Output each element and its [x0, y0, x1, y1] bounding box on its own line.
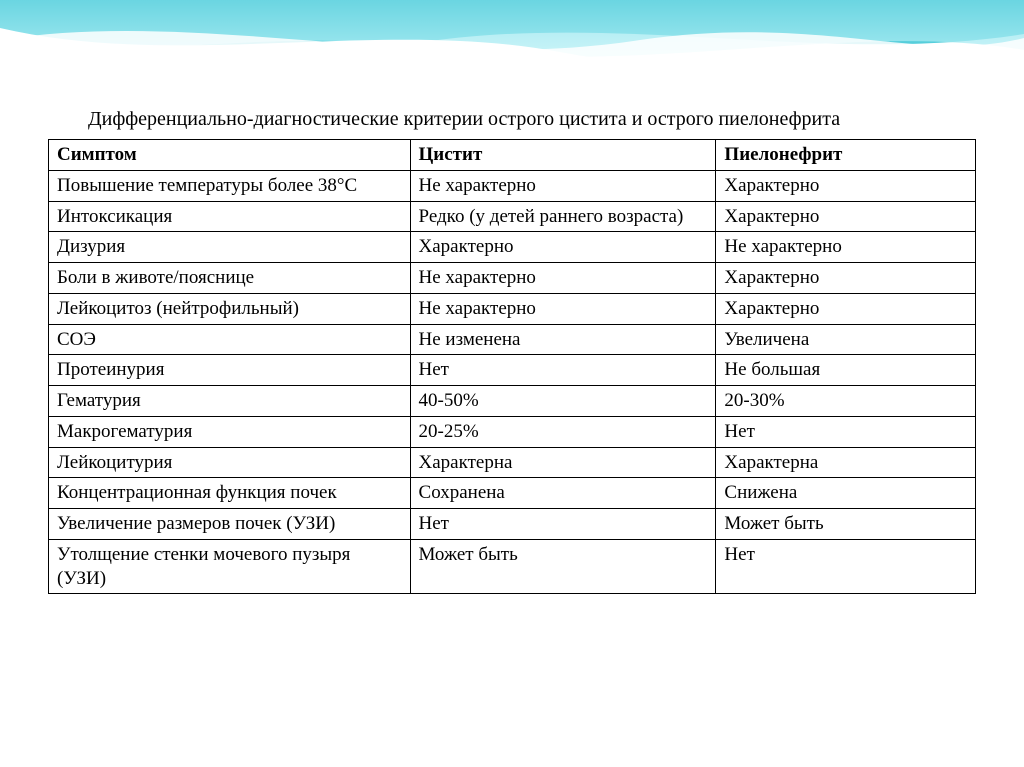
cell-pyelonephritis: Может быть: [716, 509, 976, 540]
slide: Дифференциально-диагностические критерии…: [0, 0, 1024, 767]
cell-symptom: Утолщение стенки мочевого пузыря (УЗИ): [49, 539, 411, 594]
col-header-symptom: Симптом: [49, 140, 411, 171]
table-row: Увеличение размеров почек (УЗИ) Нет Може…: [49, 509, 976, 540]
table-row: Гематурия 40-50% 20-30%: [49, 386, 976, 417]
cell-pyelonephritis: Увеличена: [716, 324, 976, 355]
cell-cystitis: Может быть: [410, 539, 716, 594]
cell-cystitis: Характерна: [410, 447, 716, 478]
cell-pyelonephritis: Характерна: [716, 447, 976, 478]
diagnostic-table: Симптом Цистит Пиелонефрит Повышение тем…: [48, 139, 976, 594]
table-row: Боли в животе/пояснице Не характерно Хар…: [49, 263, 976, 294]
table-row: Лейкоцитурия Характерна Характерна: [49, 447, 976, 478]
cell-cystitis: 20-25%: [410, 416, 716, 447]
content-area: Дифференциально-диагностические критерии…: [0, 90, 1024, 594]
cell-pyelonephritis: Характерно: [716, 263, 976, 294]
col-header-pyelonephritis: Пиелонефрит: [716, 140, 976, 171]
cell-symptom: Повышение температуры более 38°С: [49, 170, 411, 201]
table-row: Интоксикация Редко (у детей раннего возр…: [49, 201, 976, 232]
cell-symptom: Протеинурия: [49, 355, 411, 386]
table-row: Концентрационная функция почек Сохранена…: [49, 478, 976, 509]
cell-pyelonephritis: Снижена: [716, 478, 976, 509]
cell-symptom: Интоксикация: [49, 201, 411, 232]
table-row: СОЭ Не изменена Увеличена: [49, 324, 976, 355]
decorative-wave: [0, 0, 1024, 90]
cell-pyelonephritis: Нет: [716, 416, 976, 447]
cell-cystitis: Нет: [410, 355, 716, 386]
cell-symptom: Боли в животе/пояснице: [49, 263, 411, 294]
cell-symptom: Увеличение размеров почек (УЗИ): [49, 509, 411, 540]
table-row: Макрогематурия 20-25% Нет: [49, 416, 976, 447]
cell-symptom: Гематурия: [49, 386, 411, 417]
table-row: Лейкоцитоз (нейтрофильный) Не характерно…: [49, 293, 976, 324]
cell-pyelonephritis: Характерно: [716, 201, 976, 232]
table-row: Дизурия Характерно Не характерно: [49, 232, 976, 263]
cell-cystitis: Характерно: [410, 232, 716, 263]
slide-title: Дифференциально-диагностические критерии…: [48, 108, 976, 131]
cell-cystitis: Не изменена: [410, 324, 716, 355]
cell-pyelonephritis: Характерно: [716, 170, 976, 201]
cell-cystitis: Не характерно: [410, 263, 716, 294]
cell-symptom: Концентрационная функция почек: [49, 478, 411, 509]
cell-cystitis: Не характерно: [410, 293, 716, 324]
table-row: Протеинурия Нет Не большая: [49, 355, 976, 386]
cell-pyelonephritis: Не характерно: [716, 232, 976, 263]
table-body: Повышение температуры более 38°С Не хара…: [49, 170, 976, 594]
col-header-cystitis: Цистит: [410, 140, 716, 171]
cell-cystitis: 40-50%: [410, 386, 716, 417]
cell-symptom: Макрогематурия: [49, 416, 411, 447]
cell-symptom: Лейкоцитурия: [49, 447, 411, 478]
cell-symptom: Лейкоцитоз (нейтрофильный): [49, 293, 411, 324]
cell-pyelonephritis: 20-30%: [716, 386, 976, 417]
cell-cystitis: Редко (у детей раннего возраста): [410, 201, 716, 232]
cell-symptom: СОЭ: [49, 324, 411, 355]
cell-cystitis: Сохранена: [410, 478, 716, 509]
cell-cystitis: Нет: [410, 509, 716, 540]
cell-cystitis: Не характерно: [410, 170, 716, 201]
cell-pyelonephritis: Не большая: [716, 355, 976, 386]
table-row: Утолщение стенки мочевого пузыря (УЗИ) М…: [49, 539, 976, 594]
cell-pyelonephritis: Характерно: [716, 293, 976, 324]
table-header-row: Симптом Цистит Пиелонефрит: [49, 140, 976, 171]
cell-symptom: Дизурия: [49, 232, 411, 263]
cell-pyelonephritis: Нет: [716, 539, 976, 594]
table-row: Повышение температуры более 38°С Не хара…: [49, 170, 976, 201]
